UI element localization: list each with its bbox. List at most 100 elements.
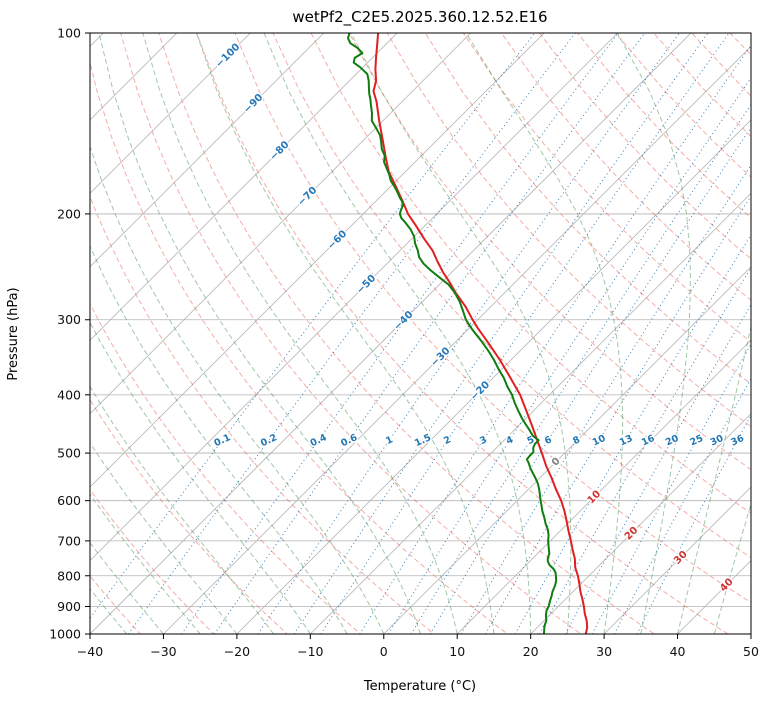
dry-adiabat xyxy=(120,33,582,634)
mixing-ratio-line xyxy=(514,234,751,634)
dry-adiabat xyxy=(158,33,656,634)
x-tick-label: 40 xyxy=(670,644,686,659)
isotherm-line xyxy=(456,339,751,634)
moist-adiabat xyxy=(616,33,691,634)
isotherm-label: −70 xyxy=(296,185,320,209)
moist-adiabat xyxy=(90,441,238,634)
isotherm-line xyxy=(603,486,751,634)
dry-adiabat xyxy=(196,33,729,634)
y-tick-label: 1000 xyxy=(49,627,81,642)
y-tick-label: 600 xyxy=(57,493,81,508)
plot-border xyxy=(89,32,752,635)
mixing-ratio-line xyxy=(181,33,619,634)
mixing-ratio-layer xyxy=(90,33,751,634)
y-tick-label: 300 xyxy=(57,312,81,327)
isotherm-line xyxy=(90,33,471,415)
mixing-ratio-label: 0.4 xyxy=(309,432,329,449)
x-tick-label: −10 xyxy=(297,644,323,659)
moist-adiabat xyxy=(90,321,311,634)
dry-adiabat xyxy=(90,60,509,634)
dry-adiabat xyxy=(348,33,751,471)
mixing-ratio-line xyxy=(257,33,680,634)
x-axis-label: Temperature (°C) xyxy=(363,679,476,694)
x-tick-label: −20 xyxy=(224,644,250,659)
dry-adiabat xyxy=(310,33,751,514)
x-tick-label: −30 xyxy=(150,644,176,659)
isotherm-label: 0 xyxy=(550,456,563,469)
isotherm-line xyxy=(383,266,751,634)
isotherm-line xyxy=(530,413,751,634)
mixing-ratio-line xyxy=(214,33,646,634)
mixing-ratio-label: 2 xyxy=(442,434,453,447)
mixing-ratio-label: 36 xyxy=(729,433,746,449)
mixing-ratio-label: 1.5 xyxy=(413,432,433,449)
dry-adiabat xyxy=(768,33,775,647)
x-tick-label: 0 xyxy=(380,644,388,659)
isotherm-line xyxy=(90,33,692,634)
isotherm-line xyxy=(310,192,751,634)
mixing-ratio-line xyxy=(485,195,751,634)
mixing-ratio-label: 16 xyxy=(640,433,657,449)
y-axis-label: Pressure (hPa) xyxy=(6,287,21,380)
moist-adiabat xyxy=(142,33,458,634)
x-tick-label: 50 xyxy=(743,644,759,659)
isotherm-label: −80 xyxy=(268,139,292,163)
adiabat-layer xyxy=(90,33,775,647)
dry-adiabat xyxy=(90,302,362,634)
sounding-profile-layer xyxy=(347,33,589,634)
isotherm-line xyxy=(236,119,751,634)
x-tick-label: −40 xyxy=(77,644,103,659)
isotherm-line xyxy=(90,33,398,341)
y-tick-label: 700 xyxy=(57,533,81,548)
mixing-ratio-label: 4 xyxy=(504,434,515,447)
mixing-ratio-line xyxy=(460,164,751,634)
mixing-ratio-label: 20 xyxy=(664,433,681,449)
moist-adiabat xyxy=(90,245,348,634)
mixing-ratio-label: 0.2 xyxy=(259,432,279,449)
moist-adiabat xyxy=(263,33,532,634)
moist-adiabat xyxy=(713,502,751,634)
y-tick-label: 200 xyxy=(57,206,81,221)
isotherm-label: 10 xyxy=(586,489,604,507)
mixing-ratio-line xyxy=(127,33,576,634)
dry-adiabat xyxy=(234,33,751,604)
moist-adiabat xyxy=(90,145,385,634)
y-tick-label: 400 xyxy=(57,387,81,402)
mixing-ratio-line xyxy=(90,33,536,620)
moist-adiabat xyxy=(465,33,624,634)
temperature-profile-line xyxy=(372,33,589,634)
mixing-ratio-line xyxy=(293,33,709,634)
mixing-ratio-line xyxy=(538,266,751,634)
dry-adiabat xyxy=(500,33,751,301)
dry-adiabat xyxy=(691,33,751,97)
tick-layer: −40 −30 −20 −10 0 10 20 30 40 5010020030040050060… xyxy=(49,26,759,660)
mixing-ratio-label: 13 xyxy=(618,433,635,449)
chart-title: wetPf2_C2E5.2025.360.12.52.E16 xyxy=(292,8,547,27)
mixing-ratio-label: 0.6 xyxy=(339,432,359,449)
moist-adiabat xyxy=(196,33,495,634)
moist-adiabat xyxy=(90,541,164,634)
y-tick-label: 500 xyxy=(57,446,81,461)
mixing-ratio-line xyxy=(591,343,751,634)
isotherm-label: −60 xyxy=(326,229,350,253)
dry-adiabat xyxy=(90,575,141,634)
isotherm-line xyxy=(90,33,325,268)
grid-layer xyxy=(90,33,751,634)
isotherm-label: −100 xyxy=(214,42,242,70)
isotherm-line xyxy=(90,33,251,194)
isotherm-label: 30 xyxy=(672,549,690,567)
isotherm-line xyxy=(90,33,178,121)
isotherm-label: −90 xyxy=(242,92,266,116)
mixing-ratio-line xyxy=(564,303,751,634)
mixing-ratio-line xyxy=(613,377,751,634)
isotherm-label: −20 xyxy=(469,379,493,403)
x-tick-label: 30 xyxy=(596,644,612,659)
dry-adiabat xyxy=(90,488,215,634)
mixing-ratio-label: 10 xyxy=(591,433,608,449)
y-tick-label: 100 xyxy=(57,26,81,41)
dry-adiabat xyxy=(90,195,435,634)
isotherm-line xyxy=(90,33,545,488)
x-tick-label: 10 xyxy=(449,644,465,659)
